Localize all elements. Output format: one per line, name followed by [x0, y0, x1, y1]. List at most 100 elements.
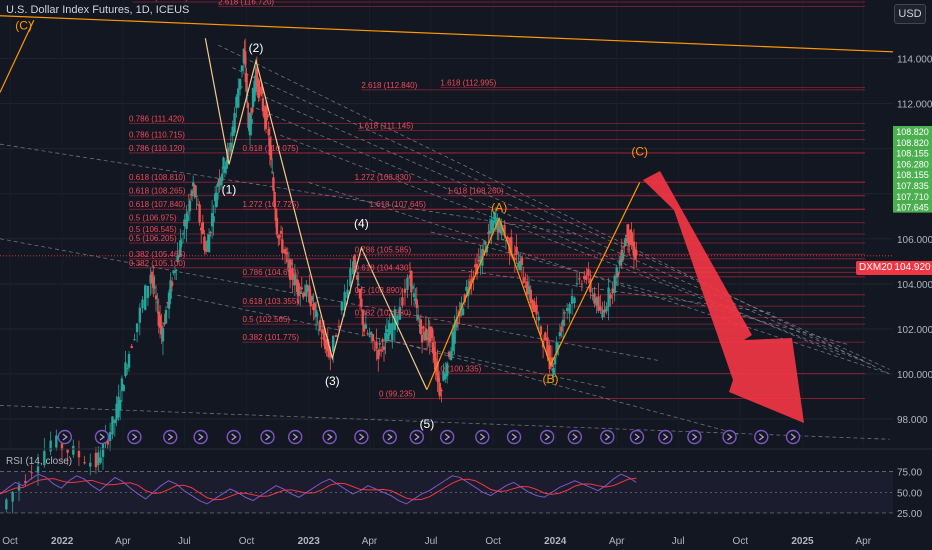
candle-body	[329, 353, 332, 358]
candle-body	[491, 220, 495, 234]
event-icon	[506, 429, 522, 445]
candle-body	[635, 250, 638, 256]
candle-body	[570, 296, 574, 304]
candle-body	[141, 299, 144, 309]
candle-body	[318, 320, 322, 330]
candle-body	[191, 182, 195, 187]
candle-body	[377, 349, 380, 360]
candle-body	[364, 324, 368, 329]
trend-line	[389, 339, 741, 436]
candle-body	[166, 302, 169, 304]
candle-body	[387, 333, 390, 342]
fib-label: 1.618 (108.260)	[447, 187, 504, 196]
candle-body	[497, 221, 500, 233]
event-icon	[382, 429, 397, 445]
wave-label: (4)	[354, 217, 369, 231]
candle-body	[118, 399, 122, 411]
candle-body	[529, 289, 532, 304]
price-badge	[893, 126, 932, 137]
candle-body	[422, 326, 425, 329]
candle-body	[206, 240, 209, 251]
candle-body	[607, 287, 610, 307]
candle-body	[410, 270, 413, 293]
time-tick-label: Oct	[2, 536, 18, 547]
currency-button[interactable]: USD	[894, 4, 926, 24]
candle-body	[619, 259, 622, 266]
price-badge	[893, 180, 932, 191]
candle-body	[246, 103, 250, 109]
rsi-level-label: 25.00	[897, 509, 922, 520]
event-icon	[354, 429, 369, 445]
candle-body	[223, 168, 227, 174]
candle-body	[465, 286, 468, 291]
trend-line	[0, 405, 890, 440]
candle-body	[430, 328, 434, 338]
price-badge-label: 107.710	[896, 192, 929, 202]
candle-body	[175, 269, 178, 271]
fib-label: 0.382 (105.465)	[129, 250, 186, 259]
candle-body	[89, 462, 92, 467]
candle-body	[455, 319, 458, 328]
candle-body	[66, 449, 69, 453]
event-icon-arrow	[634, 433, 640, 441]
top-trendline	[0, 15, 894, 53]
fib-label: 1.272 (116.915)	[132, 0, 188, 2]
candle-body	[43, 450, 46, 466]
candle-body	[126, 367, 129, 369]
candle-body	[117, 396, 120, 418]
candle-body	[515, 246, 518, 255]
event-icon	[475, 429, 490, 445]
candle-body	[146, 285, 150, 298]
candle-body	[144, 285, 147, 310]
event-icon-arrow	[604, 433, 611, 441]
candle-body	[312, 303, 315, 311]
fib-label: 1.618 (112.995)	[440, 79, 496, 88]
trend-line	[255, 107, 843, 357]
candle-body	[248, 115, 252, 136]
wave-path	[204, 38, 428, 390]
candle-body	[152, 277, 155, 288]
wave-label: (3)	[325, 374, 340, 388]
candle-body	[479, 255, 482, 263]
candle-body	[561, 319, 565, 326]
candle-body	[517, 262, 520, 268]
candle-body	[72, 445, 75, 455]
candle-body	[352, 261, 355, 274]
candle-body	[334, 334, 338, 337]
trend-line	[280, 134, 873, 366]
symbol-legend: U.S. Dollar Index Futures, 1D, ICEUS	[6, 4, 190, 16]
candle-body	[283, 248, 287, 254]
price-badge-label: 108.820	[896, 127, 929, 137]
candle-body	[555, 341, 558, 355]
candle-body	[281, 239, 284, 254]
event-icon-arrow	[511, 433, 518, 441]
price-tick-label: 106.000	[897, 235, 932, 246]
candle-body	[327, 347, 331, 358]
event-icon-arrow	[387, 433, 393, 441]
price-tick-label: 98.000	[897, 415, 928, 426]
wave-label: (B)	[543, 372, 559, 386]
candle-body	[320, 337, 323, 339]
candle-body	[213, 193, 217, 201]
candle-body	[488, 230, 492, 234]
candle-body	[353, 254, 356, 273]
candle-body	[603, 309, 606, 313]
event-icon	[409, 429, 424, 445]
candle-body	[482, 250, 486, 256]
candle-body	[278, 235, 281, 237]
candle-body	[565, 308, 569, 312]
candle-body	[258, 88, 262, 91]
candle-body	[204, 248, 208, 252]
wave-path	[0, 20, 35, 93]
wave-label: (1)	[222, 183, 237, 197]
candle-body	[237, 88, 240, 108]
candle-body	[369, 332, 373, 335]
candle-body	[186, 214, 189, 222]
candle-body	[520, 257, 524, 266]
wave-label: (C)	[15, 18, 32, 32]
trend-line	[238, 85, 864, 361]
candle-body	[615, 267, 618, 278]
price-tick-label: 100.000	[897, 370, 932, 381]
candle-body	[274, 208, 277, 221]
